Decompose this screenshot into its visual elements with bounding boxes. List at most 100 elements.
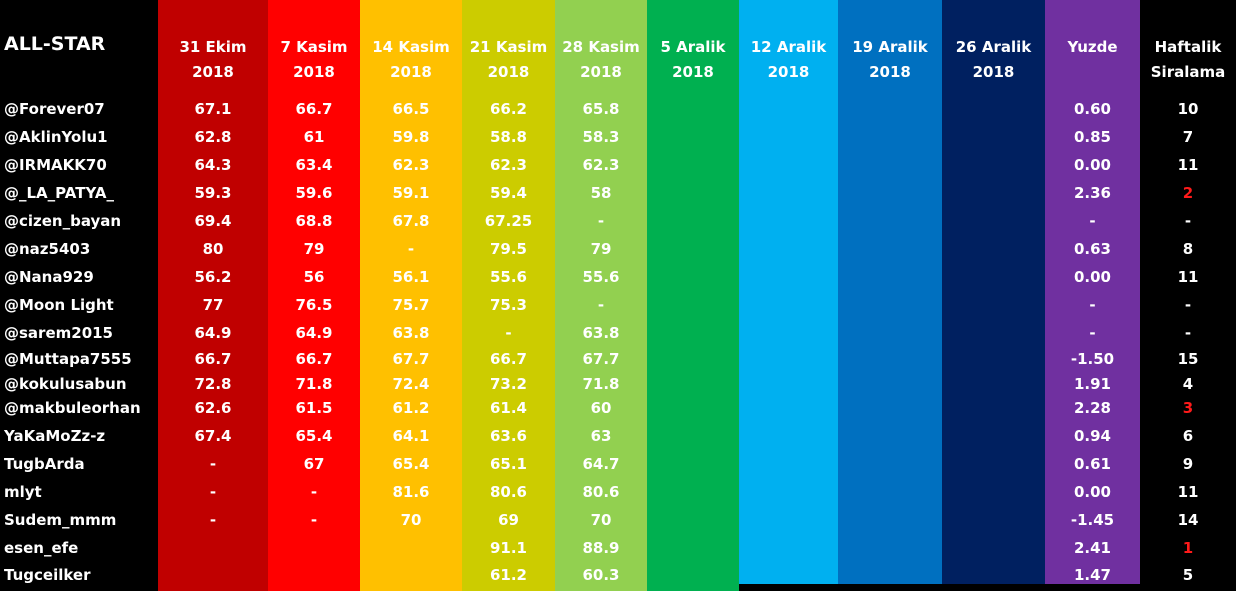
- table-cell: 65.4: [295, 427, 333, 445]
- rank-cell: -: [1184, 296, 1192, 314]
- date-column-2: 14 Kasim 2018: [360, 0, 462, 591]
- rank-cell: 1: [1182, 539, 1194, 557]
- table-cell: 62.8: [194, 128, 232, 146]
- row-name: @Moon Light: [4, 296, 114, 314]
- date-column-9: Yuzde: [1045, 0, 1140, 584]
- rank-cell: 11: [1177, 268, 1199, 286]
- yuzde-cell: 0.94: [1073, 427, 1111, 445]
- table-cell: 58.8: [489, 128, 527, 146]
- table-cell: 55.6: [489, 268, 527, 286]
- column-header: Yuzde: [1045, 35, 1140, 60]
- table-cell: 64.9: [295, 324, 333, 342]
- table-cell: 88.9: [582, 539, 620, 557]
- table-cell: 61: [303, 128, 325, 146]
- rank-cell: 14: [1177, 511, 1199, 529]
- column-header-line1: 14 Kasim: [372, 38, 450, 56]
- table-cell: 70: [400, 511, 422, 529]
- column-header-line2: 2018: [487, 63, 530, 81]
- column-header-line2: 2018: [390, 63, 432, 81]
- table-cell: 62.6: [194, 399, 232, 417]
- row-name: esen_efe: [4, 539, 79, 557]
- table-cell: 77: [202, 296, 224, 314]
- row-name: @naz5403: [4, 240, 91, 258]
- table-cell: 80: [202, 240, 224, 258]
- table-cell: 61.4: [489, 399, 527, 417]
- yuzde-cell: 1.91: [1073, 375, 1111, 393]
- column-header: Haftalik Siralama: [1140, 35, 1236, 85]
- table-cell: 65.1: [489, 455, 527, 473]
- row-name: YaKaMoZz-z: [4, 427, 106, 445]
- table-cell: 64.3: [194, 156, 232, 174]
- table-cell: 59.6: [295, 184, 333, 202]
- row-name: @IRMAKK70: [4, 156, 107, 174]
- table-cell: 59.8: [392, 128, 430, 146]
- column-header-line2: 2018: [192, 63, 234, 81]
- table-cell: 61.2: [392, 399, 430, 417]
- table-cell: 68.8: [295, 212, 333, 230]
- table-cell: -: [597, 296, 605, 314]
- date-column-6: 12 Aralik 2018: [739, 0, 838, 584]
- rank-cell: 6: [1182, 427, 1194, 445]
- column-header-line1: 26 Aralik: [955, 38, 1032, 56]
- row-name: @Forever07: [4, 100, 105, 118]
- table-cell: 67.8: [392, 212, 430, 230]
- row-name: TugbArda: [4, 455, 85, 473]
- table-cell: 80.6: [582, 483, 620, 501]
- table-cell: 80.6: [489, 483, 527, 501]
- table-cell: 56.2: [194, 268, 232, 286]
- rank-cell: -: [1184, 324, 1192, 342]
- table-cell: 66.2: [489, 100, 527, 118]
- column-header: 14 Kasim 2018: [360, 35, 462, 85]
- date-column-3: 21 Kasim 2018: [462, 0, 555, 591]
- yuzde-cell: 0.63: [1073, 240, 1111, 258]
- row-name: @Muttapa7555: [4, 350, 132, 368]
- table-cell: 91.1: [489, 539, 527, 557]
- table-cell: 58.3: [582, 128, 620, 146]
- row-name: @cizen_bayan: [4, 212, 122, 230]
- date-column-8: 26 Aralik 2018: [942, 0, 1045, 584]
- table-cell: 65.8: [582, 100, 620, 118]
- table-cell: 66.7: [295, 100, 333, 118]
- yuzde-cell: 0.00: [1073, 268, 1111, 286]
- column-header-line1: 7 Kasim: [280, 38, 348, 56]
- table-cell: 69.4: [194, 212, 232, 230]
- table-cell: 64.9: [194, 324, 232, 342]
- table-cell: -: [209, 511, 217, 529]
- table-cell: 63.8: [582, 324, 620, 342]
- table-title: ALL-STAR: [4, 33, 106, 55]
- column-header: 21 Kasim 2018: [462, 35, 555, 85]
- table-cell: -: [310, 483, 318, 501]
- table-cell: 56: [303, 268, 325, 286]
- table-cell: 61.5: [295, 399, 333, 417]
- yuzde-cell: 0.60: [1073, 100, 1111, 118]
- table-cell: 63.4: [295, 156, 333, 174]
- table-cell: 61.2: [489, 566, 527, 584]
- rank-cell: 11: [1177, 156, 1199, 174]
- table-cell: 71.8: [582, 375, 620, 393]
- column-header: 19 Aralik 2018: [838, 35, 942, 85]
- table-cell: 67.4: [194, 427, 232, 445]
- rank-cell: -: [1184, 212, 1192, 230]
- column-header-line2: Siralama: [1150, 63, 1226, 81]
- yuzde-cell: -: [1089, 324, 1096, 342]
- date-column-7: 19 Aralik 2018: [838, 0, 942, 584]
- yuzde-cell: -: [1089, 212, 1096, 230]
- date-column-1: 7 Kasim 2018: [268, 0, 360, 591]
- yuzde-cell: -1.45: [1070, 511, 1115, 529]
- table-cell: 56.1: [392, 268, 430, 286]
- rank-cell: 3: [1182, 399, 1194, 417]
- table-cell: 60: [590, 399, 612, 417]
- column-header: 12 Aralik 2018: [739, 35, 838, 85]
- rank-cell: 2: [1182, 184, 1194, 202]
- table-cell: 59.3: [194, 184, 232, 202]
- yuzde-cell: 0.00: [1073, 156, 1111, 174]
- row-name: @makbuleorhan: [4, 399, 141, 417]
- yuzde-cell: -: [1089, 296, 1096, 314]
- rank-cell: 11: [1177, 483, 1199, 501]
- table-cell: 63.6: [489, 427, 527, 445]
- table-cell: 67.1: [194, 100, 232, 118]
- column-header-line1: Yuzde: [1067, 38, 1118, 56]
- table-cell: -: [310, 511, 318, 529]
- column-header-line2: 2018: [293, 63, 335, 81]
